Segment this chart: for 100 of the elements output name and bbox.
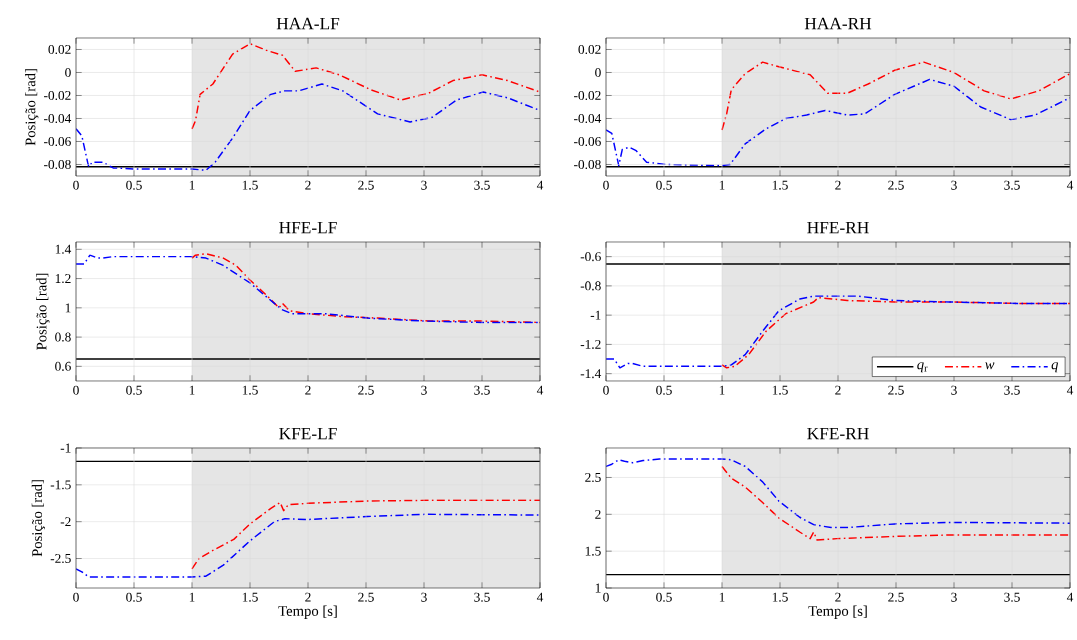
- chart-title: HFE-LF: [279, 221, 337, 234]
- y-tick-label: -1.2: [580, 339, 601, 349]
- x-tick-label: 1: [719, 180, 725, 190]
- y-tick-label: 0: [595, 68, 601, 77]
- x-tick-label: 0: [603, 180, 609, 190]
- chart-title: KFE-RH: [807, 427, 869, 440]
- x-tick-label: 1.5: [772, 180, 788, 190]
- x-tick-label: 2.5: [358, 592, 374, 602]
- y-tick-label: 1: [65, 303, 71, 313]
- y-tick-label: 0.6: [55, 361, 71, 371]
- x-tick-label: 2: [835, 592, 841, 602]
- y-axis-title: Posição [rad]: [36, 273, 50, 350]
- x-tick-label: 4: [536, 592, 544, 602]
- y-tick-label: 0: [65, 68, 71, 77]
- x-tick-label: 1: [719, 592, 725, 602]
- x-tick-label: 2.5: [358, 180, 374, 190]
- x-tick-label: 2.5: [888, 592, 904, 602]
- x-tick-label: 4: [536, 180, 544, 190]
- line-series: [191, 499, 541, 570]
- y-tick-label: 2.5: [585, 472, 601, 482]
- x-tick-label: 0: [73, 592, 79, 602]
- x-tick-label: 4: [536, 385, 544, 395]
- x-tick-label: 3: [421, 180, 427, 190]
- x-tick-label: 2: [835, 180, 841, 190]
- chart-title: HFE-RH: [807, 221, 869, 234]
- y-tick-label: -1.5: [50, 480, 71, 490]
- y-tick-label: 0.02: [578, 44, 601, 55]
- y-tick-label: 2: [595, 509, 601, 519]
- y-tick-label: -0.08: [44, 159, 71, 170]
- y-tick-label: -1: [60, 443, 71, 453]
- x-tick-label: 2: [835, 385, 841, 395]
- x-tick-label: 0.5: [656, 180, 672, 190]
- x-tick-label: 1.5: [242, 180, 258, 190]
- x-tick-label: 1: [189, 180, 195, 190]
- x-tick-label: 1.5: [242, 385, 258, 395]
- y-tick-label: 1.2: [55, 274, 71, 284]
- chart-title: KFE-LF: [279, 427, 337, 440]
- x-axis-title: Tempo [s]: [278, 605, 337, 619]
- x-tick-label: 1.5: [242, 592, 258, 602]
- x-axis-title: Tempo [s]: [808, 605, 867, 619]
- legend-label: w: [985, 362, 995, 370]
- y-tick-label: 1.5: [585, 546, 601, 556]
- x-tick-label: 1.5: [772, 385, 788, 395]
- y-tick-label: -0.08: [574, 159, 601, 170]
- x-tick-label: 0: [73, 180, 79, 190]
- y-tick-label: -0.06: [44, 136, 71, 147]
- x-tick-label: 4: [1066, 385, 1074, 395]
- y-tick-label: -0.04: [44, 113, 72, 124]
- legend-label: q: [1051, 362, 1059, 373]
- x-tick-label: 0: [603, 592, 609, 602]
- y-tick-label: 0.02: [48, 44, 71, 55]
- x-tick-label: 0: [73, 385, 79, 395]
- line-series: [191, 43, 540, 130]
- y-tick-label: 0.8: [55, 332, 71, 342]
- line-series: [606, 458, 1071, 529]
- x-tick-label: 2.5: [888, 180, 904, 190]
- y-tick-label: -0.6: [580, 252, 601, 262]
- x-tick-label: 0: [603, 385, 609, 395]
- legend-label: q$_{r}$: [917, 362, 928, 373]
- x-tick-label: 3: [951, 592, 957, 602]
- y-tick-label: -0.02: [574, 90, 601, 101]
- x-tick-label: 4: [1066, 592, 1074, 602]
- x-tick-label: 0.5: [126, 385, 142, 395]
- y-tick-label: -0.04: [574, 113, 602, 124]
- x-tick-label: 0.5: [656, 385, 672, 395]
- x-tick-label: 2.5: [888, 385, 904, 395]
- chart-title: HAA-RH: [804, 17, 872, 30]
- x-tick-label: 3.5: [474, 180, 490, 190]
- y-tick-label: -2: [60, 517, 71, 527]
- y-tick-label: -0.02: [44, 90, 71, 101]
- x-tick-label: 3.5: [474, 385, 490, 395]
- x-tick-label: 3: [951, 180, 957, 190]
- x-tick-label: 2.5: [358, 385, 374, 395]
- y-tick-label: 1: [595, 583, 601, 593]
- x-tick-label: 3.5: [1004, 180, 1020, 190]
- x-tick-label: 1: [719, 385, 725, 395]
- y-tick-label: -0.8: [580, 281, 601, 291]
- y-tick-label: -2.5: [50, 554, 71, 564]
- x-tick-label: 3: [951, 385, 957, 395]
- y-axis-title: Posição [rad]: [25, 69, 39, 146]
- x-tick-label: 3: [421, 385, 427, 395]
- x-tick-label: 2: [305, 385, 311, 395]
- y-axis-title: Posição [rad]: [31, 480, 46, 557]
- x-tick-label: 2: [305, 180, 311, 190]
- x-tick-label: 3.5: [1004, 385, 1020, 395]
- y-tick-label: -1.4: [580, 369, 602, 379]
- x-tick-label: 3: [421, 592, 427, 602]
- chart-title: HAA-LF: [276, 17, 340, 30]
- y-tick-label: 1.4: [55, 244, 72, 254]
- x-tick-label: 1: [189, 592, 195, 602]
- x-tick-label: 3.5: [474, 592, 490, 602]
- line-series: [721, 465, 1071, 541]
- x-tick-label: 0.5: [126, 180, 142, 190]
- x-tick-label: 0.5: [656, 592, 672, 602]
- x-tick-label: 3.5: [1004, 592, 1020, 602]
- y-tick-label: -1: [590, 310, 601, 320]
- line-series: [76, 83, 540, 171]
- x-tick-label: 4: [1066, 180, 1074, 190]
- x-tick-label: 2: [305, 592, 311, 602]
- x-tick-label: 1.5: [772, 592, 788, 602]
